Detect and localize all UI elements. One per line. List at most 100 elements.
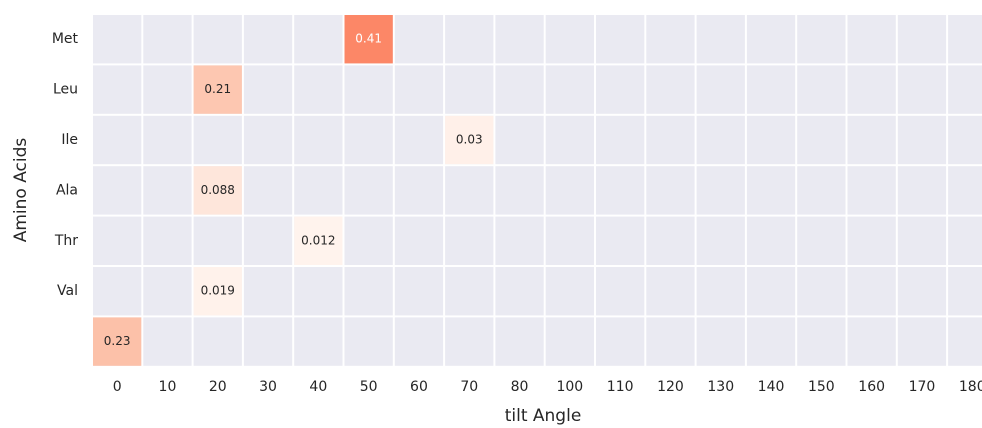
cell-background: [746, 267, 796, 316]
cell-label: 0.019: [201, 284, 235, 298]
cell-background: [495, 115, 544, 165]
cell-background: [746, 317, 796, 366]
cell-background: [897, 65, 947, 114]
cell-background: [545, 115, 594, 165]
cell-background: [243, 166, 293, 215]
x-tick-label: 70: [460, 379, 478, 395]
cell-background: [847, 317, 896, 366]
cell-background: [696, 15, 745, 64]
cell-background: [545, 65, 594, 114]
cell-background: [545, 166, 594, 215]
cell-background: [797, 267, 846, 316]
x-tick-label: 50: [360, 379, 378, 395]
cell-background: [93, 15, 142, 64]
cell-background: [294, 15, 343, 64]
heatmap-cell: [344, 15, 393, 64]
cell-background: [394, 267, 444, 316]
cell-background: [797, 216, 846, 265]
cell-background: [344, 115, 393, 165]
cell-background: [847, 216, 896, 265]
cell-background: [143, 317, 192, 366]
cell-background: [394, 317, 444, 366]
y-tick-label: Leu: [53, 82, 78, 98]
x-tick-label: 30: [259, 379, 277, 395]
cell-background: [344, 317, 393, 366]
cell-background: [445, 15, 494, 64]
heatmap-cell: [193, 166, 242, 215]
cell-background: [746, 15, 796, 64]
cell-background: [847, 15, 896, 64]
cell-background: [445, 317, 494, 366]
cell-background: [243, 15, 293, 64]
cell-background: [445, 65, 494, 114]
cell-background: [696, 65, 745, 114]
cell-background: [746, 115, 796, 165]
cell-background: [93, 216, 142, 265]
cell-background: [897, 216, 947, 265]
cell-background: [294, 166, 343, 215]
cell-background: [545, 267, 594, 316]
cell-background: [344, 166, 393, 215]
cell-background: [143, 15, 192, 64]
y-tick-label: Ala: [56, 182, 78, 198]
y-tick-label: Thr: [54, 233, 78, 249]
cell-background: [143, 65, 192, 114]
cell-background: [143, 216, 192, 265]
cell-background: [897, 166, 947, 215]
x-tick-label: 60: [410, 379, 428, 395]
cell-background: [696, 115, 745, 165]
cell-background: [948, 15, 982, 64]
cell-background: [596, 15, 645, 64]
x-tick-label: 0: [113, 379, 122, 395]
cell-background: [143, 115, 192, 165]
x-tick-label: 140: [758, 379, 785, 395]
cell-label: 0.21: [204, 82, 231, 96]
cell-background: [948, 166, 982, 215]
x-tick-label: 80: [511, 379, 529, 395]
cell-background: [948, 267, 982, 316]
cell-background: [746, 166, 796, 215]
cell-background: [696, 317, 745, 366]
cell-background: [495, 166, 544, 215]
cell-background: [948, 65, 982, 114]
cell-background: [294, 115, 343, 165]
cell-background: [394, 166, 444, 215]
cell-background: [897, 115, 947, 165]
cell-background: [646, 115, 695, 165]
cell-background: [294, 267, 343, 316]
cell-background: [696, 267, 745, 316]
x-tick-label: 120: [657, 379, 684, 395]
cell-background: [394, 15, 444, 64]
x-tick-label: 130: [707, 379, 734, 395]
x-tick-label: 10: [159, 379, 177, 395]
cell-background: [897, 267, 947, 316]
cell-background: [646, 216, 695, 265]
cell-background: [394, 65, 444, 114]
x-tick-label: 20: [209, 379, 227, 395]
cell-background: [797, 166, 846, 215]
cell-background: [646, 15, 695, 64]
cell-background: [445, 216, 494, 265]
cell-background: [394, 216, 444, 265]
x-tick-label: 150: [808, 379, 835, 395]
cell-background: [193, 115, 242, 165]
cell-background: [596, 267, 645, 316]
cell-label: 0.03: [456, 133, 483, 147]
cell-background: [143, 166, 192, 215]
cell-background: [797, 115, 846, 165]
heatmap-cell: [93, 317, 142, 366]
cell-background: [193, 216, 242, 265]
cell-background: [193, 15, 242, 64]
cell-background: [394, 115, 444, 165]
cell-label: 0.41: [355, 32, 382, 46]
cell-background: [294, 65, 343, 114]
x-tick-label: 110: [607, 379, 634, 395]
cell-background: [596, 65, 645, 114]
cell-background: [696, 166, 745, 215]
cell-background: [243, 216, 293, 265]
y-tick-label: Val: [57, 283, 78, 299]
y-tick-label: Met: [52, 31, 79, 47]
cell-background: [344, 65, 393, 114]
cell-background: [596, 317, 645, 366]
